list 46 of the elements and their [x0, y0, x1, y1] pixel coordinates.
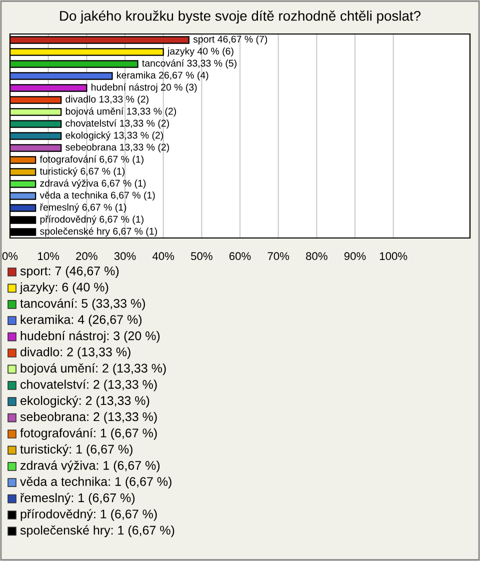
data-label: přírodovědný 6,67 % (1)	[40, 215, 144, 225]
text: sport: 7 (46,67 %)	[20, 266, 119, 278]
x-tick-label: 100%	[380, 252, 408, 260]
text: zdravá výživa: 1 (6,67 %)	[20, 460, 160, 472]
text: jazyky: 6 (40 %)	[20, 282, 108, 294]
text: fotografování: 1 (6,67 %)	[20, 428, 157, 440]
text: věda a technika: 1 (6,67 %)	[20, 476, 172, 488]
x-tick-label: 50%	[190, 252, 212, 260]
data-label: turistický 6,67 % (1)	[40, 167, 124, 177]
x-tick-label: 80%	[306, 252, 328, 260]
data-label: keramika 26,67 % (4)	[117, 71, 208, 81]
x-tick-label: 70%	[268, 252, 290, 260]
x-tick-label: 30%	[114, 252, 136, 260]
text: přírodovědný: 1 (6,67 %)	[20, 509, 157, 521]
x-tick-label: 60%	[229, 252, 251, 260]
text: divadlo: 2 (13,33 %)	[20, 347, 130, 359]
data-label: hudební nástroj 20 % (3)	[92, 83, 197, 93]
text: ekologický: 2 (13,33 %)	[20, 396, 150, 408]
data-label: divadlo 13,33 % (2)	[66, 95, 148, 105]
data-label: zdravá výživa 6,67 % (1)	[40, 179, 146, 189]
text: keramika: 4 (26,67 %)	[20, 314, 142, 326]
text: společenské hry: 1 (6,67 %)	[20, 525, 174, 538]
text: bojová umění: 2 (13,33 %)	[20, 363, 166, 376]
text: hudební nástroj: 3 (20 %)	[20, 330, 160, 343]
text: sebeobrana: 2 (13,33 %)	[20, 412, 157, 424]
x-tick-label: 0%	[2, 252, 18, 260]
data-label: ekologický 13,33 % (2)	[66, 131, 164, 141]
x-tick-label: 20%	[76, 252, 98, 260]
data-label: fotografování 6,67 % (1)	[40, 155, 144, 165]
data-label: tancování 33,33 % (5)	[142, 59, 236, 69]
data-label: společenské hry 6,67 % (1)	[40, 227, 157, 237]
text: turistický: 1 (6,67 %)	[20, 444, 132, 456]
data-label: věda a technika 6,67 % (1)	[40, 191, 155, 201]
data-label: sport 46,67 % (7)	[193, 35, 268, 45]
x-tick-label: 90%	[344, 252, 366, 260]
text: tancování: 5 (33,33 %)	[20, 298, 145, 310]
text: řemeslný: 1 (6,67 %)	[20, 492, 135, 505]
data-label: chovatelství 13,33 % (2)	[66, 119, 169, 129]
data-label: řemeslný 6,67 % (1)	[40, 203, 126, 213]
x-tick-label: 10%	[38, 252, 60, 260]
x-tick-label: 40%	[152, 252, 174, 260]
data-label: jazyky 40 % (6)	[167, 47, 234, 57]
data-label: sebeobrana 13,33 % (2)	[66, 143, 169, 153]
chart-title: Do jakého kroužku byste svoje dítě rozhodně chtěli poslat?	[60, 10, 421, 24]
data-label: bojová umění 13,33 % (2)	[66, 107, 176, 117]
text: chovatelství: 2 (13,33 %)	[20, 380, 157, 392]
